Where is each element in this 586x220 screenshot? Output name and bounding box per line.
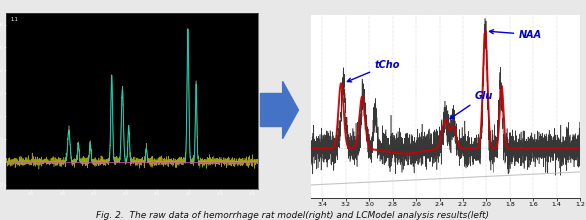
- Text: NAA: NAA: [489, 29, 542, 40]
- FancyArrow shape: [260, 81, 298, 139]
- Text: Glu: Glu: [450, 91, 493, 119]
- Text: tCho: tCho: [347, 60, 401, 82]
- Text: Fig. 2.  The raw data of hemorrhage rat model(right) and LCModel analysis result: Fig. 2. The raw data of hemorrhage rat m…: [97, 211, 489, 220]
- Text: 1.1: 1.1: [11, 17, 19, 22]
